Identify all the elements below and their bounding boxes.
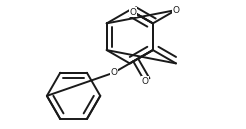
Text: O: O — [130, 7, 137, 17]
Text: O: O — [172, 6, 180, 15]
Text: O: O — [141, 76, 148, 86]
Text: O: O — [110, 68, 117, 77]
